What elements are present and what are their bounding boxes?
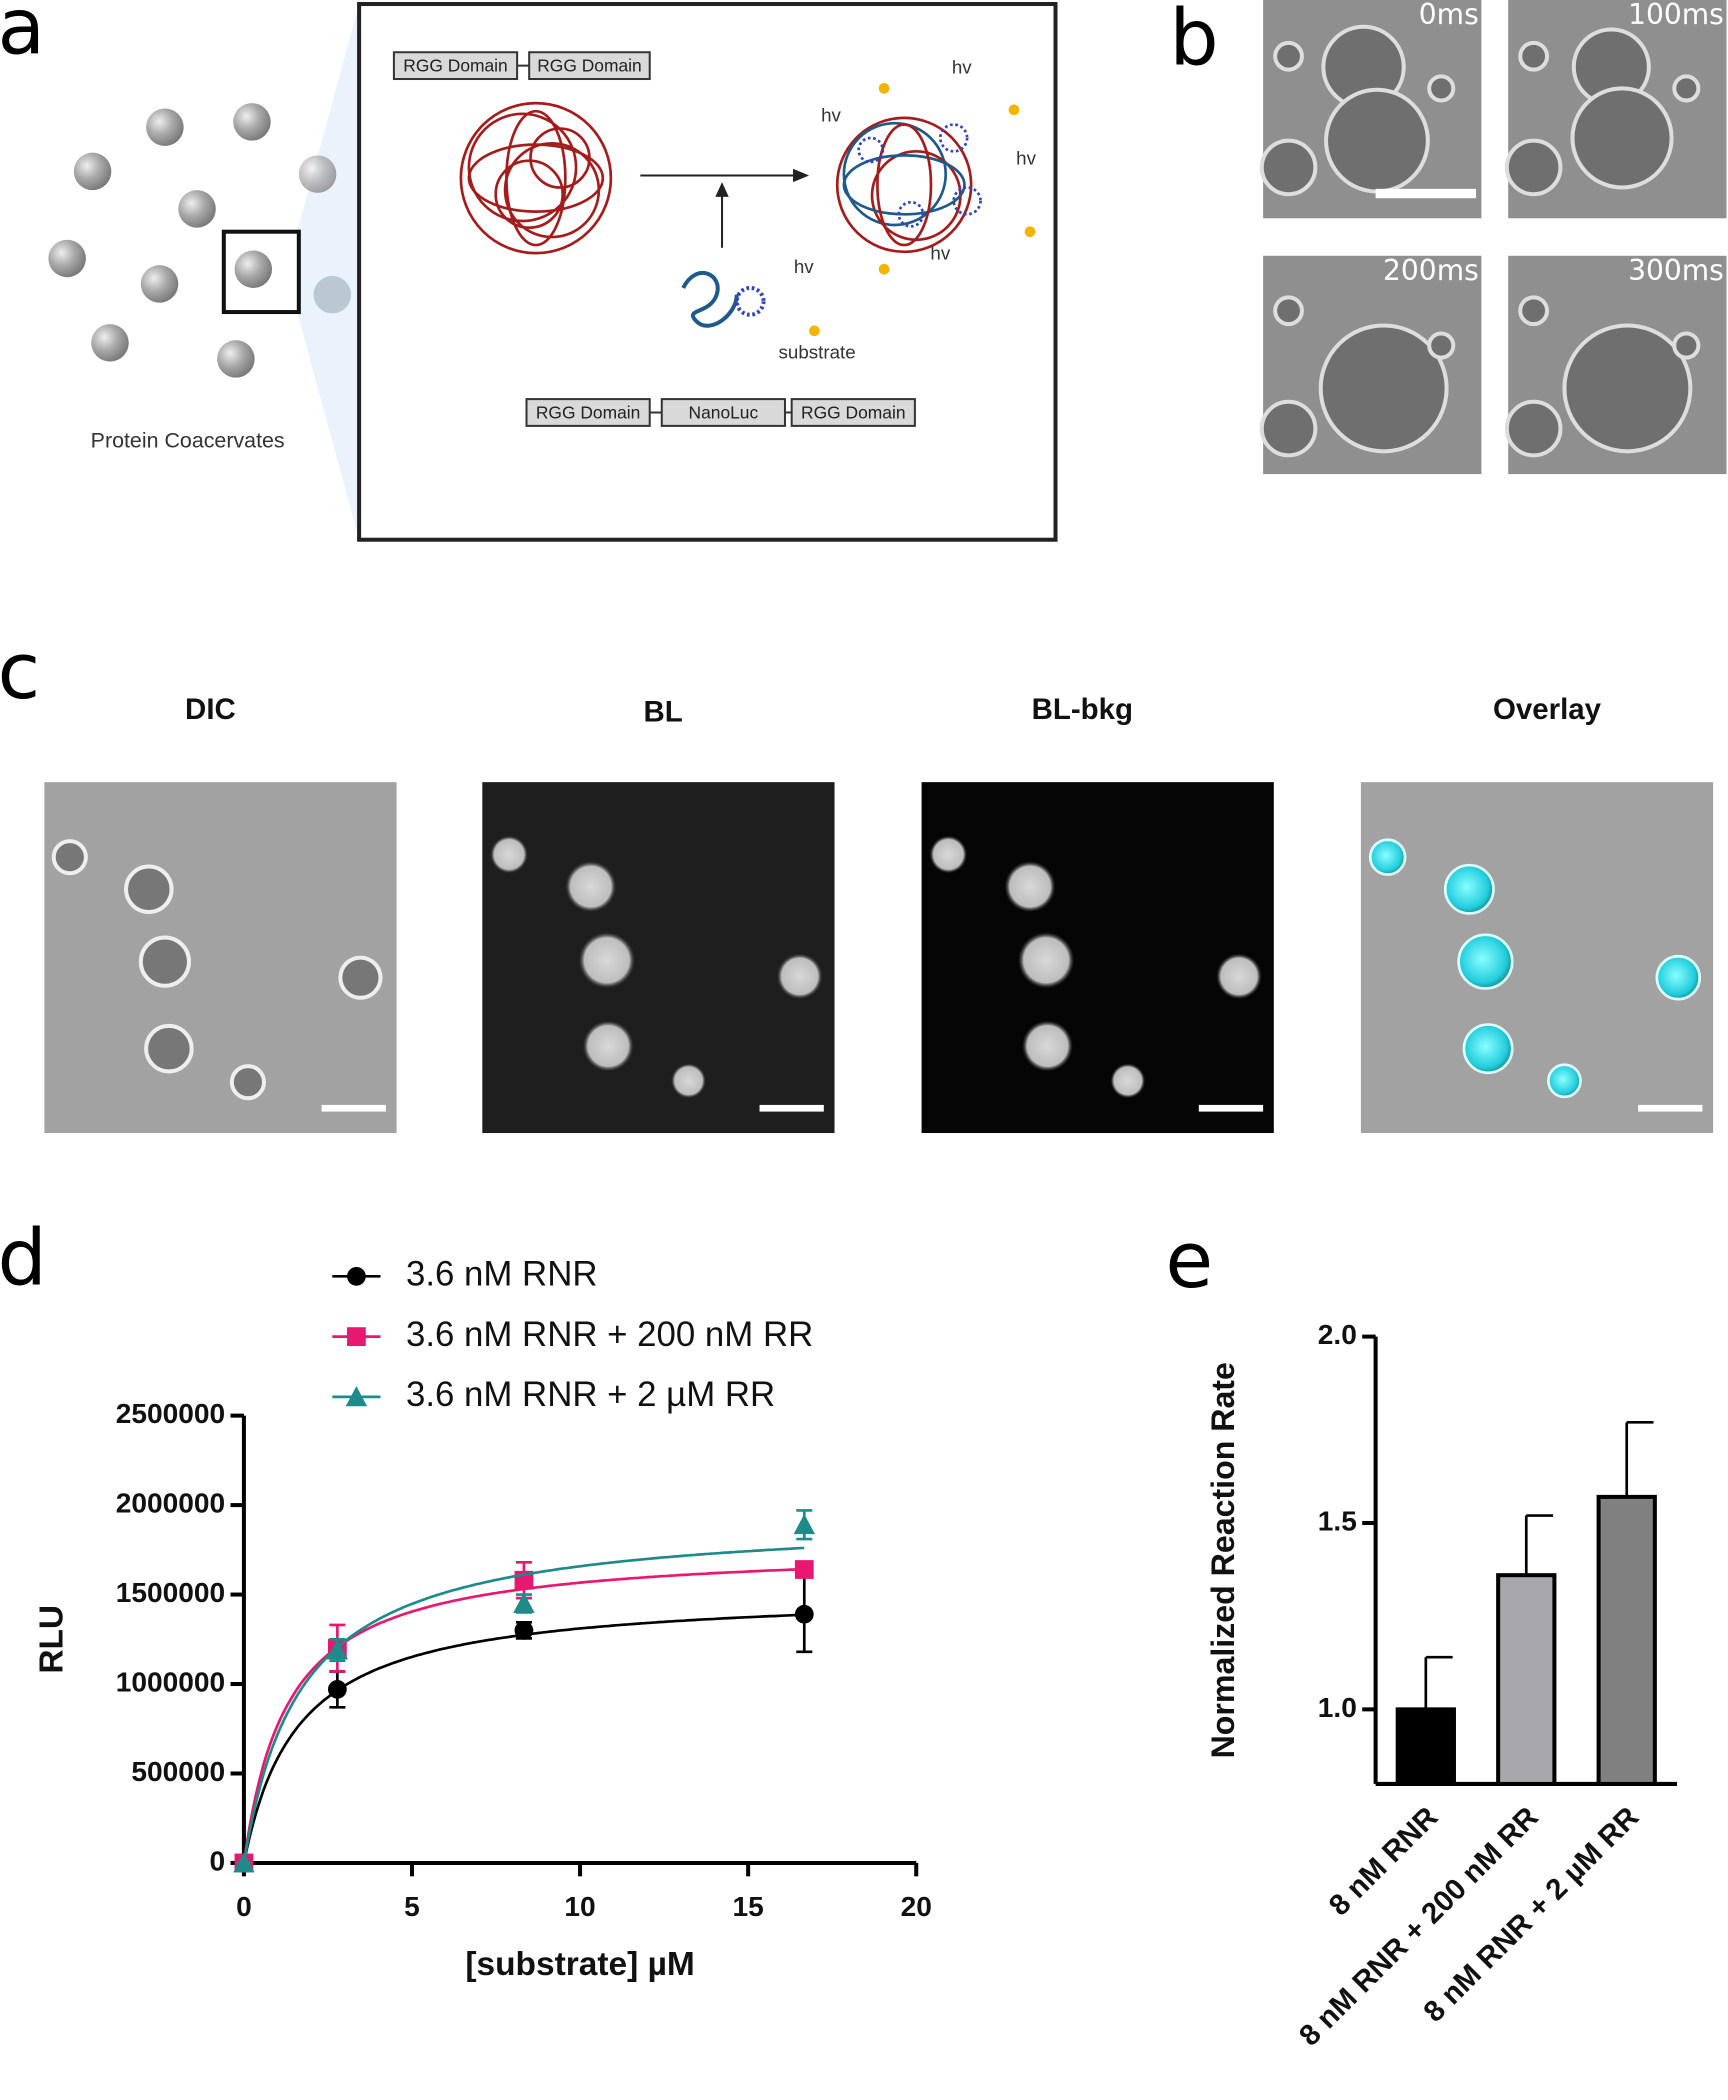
panel-label: d	[0, 1213, 47, 1303]
error-bar	[1625, 1421, 1654, 1497]
y-tick-label: 2.0	[1318, 1319, 1357, 1350]
legend-label: 3.6 nM RNR	[406, 1255, 598, 1294]
data-point	[793, 1514, 816, 1535]
panel-label: c	[0, 627, 40, 717]
image-title: BL-bkg	[1032, 693, 1133, 726]
domain-label: RGG Domain	[403, 56, 507, 76]
coacervate-assembly	[835, 116, 982, 254]
x-tick-label: 20	[901, 1891, 932, 1922]
data-point	[513, 1592, 535, 1613]
y-axis-title: RLU	[34, 1605, 71, 1674]
caption: Protein Coacervates	[91, 429, 285, 453]
legend-marker	[345, 1386, 368, 1407]
bl-bkg-image	[921, 782, 1274, 1134]
image-title: BL	[643, 696, 682, 729]
x-tick-label: 15	[733, 1891, 764, 1922]
data-point	[326, 1639, 349, 1660]
overlay-image	[1360, 782, 1714, 1134]
x-tick-label: 10	[564, 1891, 595, 1922]
panel-label: a	[0, 0, 45, 73]
y-tick-label: 2500000	[116, 1398, 225, 1429]
data-point	[514, 1620, 534, 1640]
substrate-label: substrate	[779, 342, 856, 363]
data-point	[794, 1604, 814, 1624]
domain-label: RGG Domain	[536, 402, 640, 422]
domain-boxes	[392, 51, 916, 427]
legend-label: 3.6 nM RNR + 200 nM RR	[406, 1315, 813, 1354]
photon-label: hv	[794, 256, 814, 277]
bar	[1395, 1707, 1456, 1786]
image-title: DIC	[185, 693, 236, 726]
data-point	[327, 1680, 347, 1699]
y-tick-label: 1.0	[1318, 1692, 1357, 1723]
image-title: Overlay	[1493, 693, 1602, 726]
photon-label: hv	[1016, 147, 1036, 168]
legend-marker	[347, 1266, 366, 1286]
y-tick-label: 0	[210, 1845, 226, 1876]
y-tick-label: 2000000	[116, 1488, 225, 1519]
x-axis-title: [substrate] µM	[465, 1946, 694, 1983]
x-tick-label: 5	[404, 1891, 420, 1922]
panel-label: e	[1165, 1216, 1213, 1306]
substrate-dots	[809, 83, 1036, 337]
time-label: 200ms	[1383, 254, 1479, 287]
legend-marker	[347, 1327, 366, 1346]
error-bar	[1424, 1655, 1453, 1710]
time-label: 300ms	[1628, 254, 1724, 287]
fit-curve	[242, 1613, 805, 1864]
nanoluc-fusion	[681, 270, 766, 328]
time-label: 0ms	[1419, 0, 1479, 31]
coacervate-field	[48, 4, 360, 540]
error-bar	[1524, 1514, 1554, 1576]
linkers	[517, 64, 792, 414]
rgg-tangle	[459, 101, 613, 255]
y-tick-label: 1500000	[116, 1577, 225, 1608]
photon-label: hv	[952, 56, 972, 77]
time-label: 100ms	[1628, 0, 1724, 31]
photon-label: hv	[821, 104, 841, 125]
domain-label: NanoLuc	[689, 402, 759, 422]
data-point	[233, 1852, 255, 1873]
photon-label: hv	[930, 242, 950, 263]
x-tick-label: 0	[236, 1891, 252, 1922]
dic-image	[44, 782, 397, 1134]
panel-label: b	[1169, 0, 1218, 83]
bar	[1596, 1494, 1657, 1786]
bar	[1496, 1573, 1557, 1786]
timelapse-frames	[1259, 0, 1727, 475]
schematic-box	[357, 2, 1058, 542]
y-tick-label: 1.5	[1318, 1505, 1357, 1536]
domain-label: RGG Domain	[537, 56, 641, 76]
y-tick-label: 500000	[131, 1756, 225, 1787]
data-point	[794, 1560, 814, 1579]
legend-label: 3.6 nM RNR + 2 µM RR	[406, 1375, 775, 1414]
bl-image	[482, 782, 835, 1134]
y-axis-title: Normalized Reaction Rate	[1205, 1362, 1241, 1758]
domain-label: RGG Domain	[801, 402, 905, 422]
y-tick-label: 1000000	[116, 1666, 225, 1697]
